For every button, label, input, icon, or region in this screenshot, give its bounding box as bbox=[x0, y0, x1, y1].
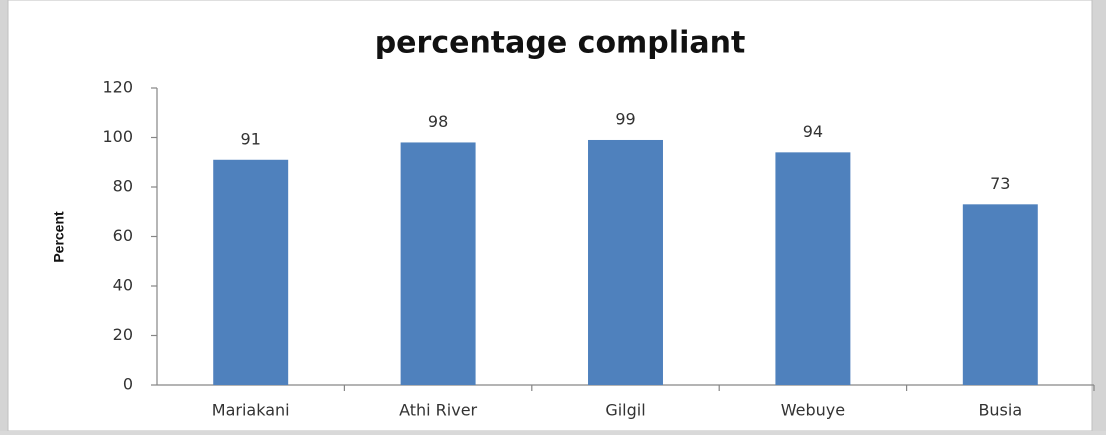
bar bbox=[962, 204, 1038, 385]
data-label: 94 bbox=[803, 122, 823, 141]
x-tick-label: Busia bbox=[978, 401, 1022, 420]
chart-area bbox=[7, 0, 1093, 432]
bar bbox=[775, 152, 851, 385]
x-tick-label: Webuye bbox=[781, 401, 845, 420]
y-tick-label: 20 bbox=[113, 325, 133, 344]
bar bbox=[400, 142, 476, 385]
y-tick-label: 0 bbox=[123, 375, 133, 394]
data-label: 73 bbox=[990, 174, 1010, 193]
x-tick-label: Gilgil bbox=[605, 401, 645, 420]
y-tick-label: 60 bbox=[113, 226, 133, 245]
y-tick-label: 100 bbox=[102, 127, 133, 146]
chart-title: percentage compliant bbox=[375, 26, 746, 61]
y-tick-label: 40 bbox=[113, 276, 133, 295]
data-label: 98 bbox=[428, 112, 448, 131]
data-label: 99 bbox=[615, 109, 635, 128]
y-tick-label: 120 bbox=[102, 78, 133, 97]
data-label: 91 bbox=[241, 129, 261, 148]
x-tick-label: Mariakani bbox=[212, 401, 290, 420]
y-axis-label: Percent bbox=[51, 211, 67, 263]
x-tick-label: Athi River bbox=[399, 401, 477, 420]
bar bbox=[213, 159, 289, 385]
bar bbox=[588, 139, 663, 385]
y-tick-label: 80 bbox=[113, 177, 133, 196]
